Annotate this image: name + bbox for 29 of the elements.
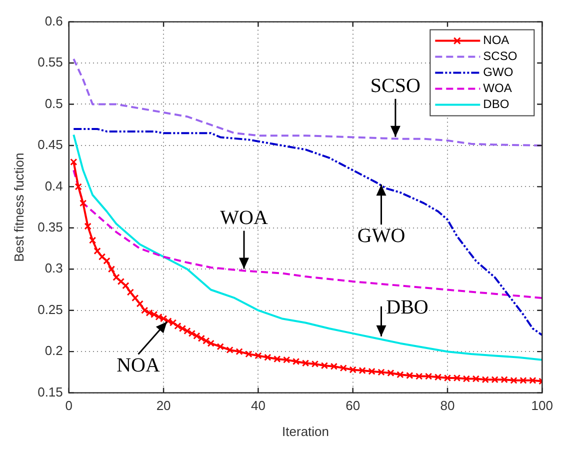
y-axis-title: Best fitness fuction (11, 152, 26, 262)
annotation: GWO (357, 224, 406, 247)
x-tick-label: 80 (440, 398, 455, 414)
x-tick-label: 100 (531, 398, 554, 414)
x-tick-label: 0 (65, 398, 73, 414)
y-tick-label: 0.15 (38, 384, 63, 400)
legend-label: NOA (483, 33, 510, 48)
y-tick-label: 0.6 (44, 13, 63, 28)
y-tick-label: 0.55 (38, 54, 63, 70)
legend-label: WOA (483, 81, 512, 96)
annotation: WOA (220, 207, 268, 230)
legend-label: DBO (483, 97, 510, 112)
x-tick-label: 60 (346, 398, 360, 414)
y-tick-label: 0.35 (38, 219, 63, 234)
line-series (72, 169, 542, 299)
y-tick-label: 0.3 (44, 260, 63, 276)
x-tick-label: 20 (156, 398, 171, 414)
y-tick-label: 0.45 (38, 137, 63, 152)
y-tick-label: 0.4 (44, 178, 63, 194)
legend-label: SCSO (483, 49, 518, 64)
annotation: NOA (116, 354, 160, 376)
x-axis-title: Iteration (282, 424, 330, 439)
y-tick-label: 0.5 (44, 96, 63, 111)
annotation: DBO (386, 296, 428, 319)
y-tick-label: 0.25 (38, 302, 63, 317)
annotation: SCSO (370, 75, 420, 98)
x-tick-label: 40 (250, 398, 266, 414)
legend-label: GWO (483, 65, 514, 80)
y-tick-label: 0.2 (44, 343, 63, 358)
